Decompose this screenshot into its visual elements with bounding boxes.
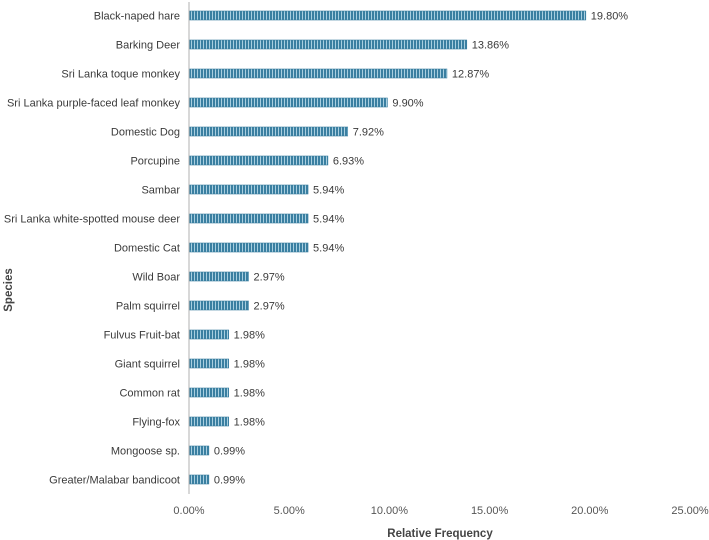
bar (188, 126, 349, 137)
category-label: Giant squirrel (115, 359, 180, 371)
bar (188, 39, 468, 50)
x-tick-label: 20.00% (571, 505, 609, 517)
x-tick-label: 25.00% (671, 505, 709, 517)
value-label: 0.99% (214, 446, 245, 458)
bar (188, 242, 309, 253)
bar (188, 10, 587, 21)
y-axis-title: Species (3, 268, 15, 311)
bar (188, 213, 309, 224)
category-label: Wild Boar (132, 272, 180, 284)
bar (188, 300, 249, 311)
value-label: 13.86% (472, 40, 510, 52)
x-axis-title: Relative Frequency (387, 528, 493, 540)
category-label: Barking Deer (116, 40, 181, 52)
value-label: 0.99% (214, 475, 245, 487)
bar (188, 329, 229, 340)
bar (188, 271, 249, 282)
category-label: Palm squirrel (116, 301, 180, 313)
bar (188, 474, 210, 485)
value-label: 1.98% (234, 417, 265, 429)
bar (188, 68, 448, 79)
bar (188, 184, 309, 195)
x-tick-label: 0.00% (173, 505, 204, 517)
category-label: Mongoose sp. (111, 446, 180, 458)
bar (188, 387, 229, 398)
category-label: Fulvus Fruit-bat (104, 330, 180, 342)
category-label: Sambar (141, 185, 180, 197)
bar (188, 416, 229, 427)
value-label: 6.93% (333, 156, 364, 168)
value-label: 5.94% (313, 214, 344, 226)
value-label: 12.87% (452, 69, 490, 81)
value-label: 5.94% (313, 185, 344, 197)
value-label: 5.94% (313, 243, 344, 255)
value-label: 1.98% (234, 388, 265, 400)
category-label: Porcupine (130, 156, 180, 168)
value-label: 9.90% (392, 98, 423, 110)
category-label: Black-naped hare (94, 11, 180, 23)
x-tick-label: 5.00% (274, 505, 305, 517)
bar (188, 97, 388, 108)
value-label: 2.97% (254, 301, 285, 313)
value-labels: 19.80% 13.86% 12.87% 9.90% 7.92% 6.93% 5.94% 5.… (214, 11, 628, 487)
category-label: Sri Lanka purple-faced leaf monkey (7, 98, 181, 110)
bar (188, 358, 229, 369)
category-label: Flying-fox (132, 417, 180, 429)
x-tick-label: 15.00% (471, 505, 509, 517)
value-label: 7.92% (353, 127, 384, 139)
x-axis-ticks: 0.00% 5.00% 10.00% 15.00% 20.00% 25.00% (173, 505, 708, 517)
bars-group (188, 10, 587, 485)
bar (188, 155, 329, 166)
value-label: 19.80% (591, 11, 629, 23)
category-label: Common rat (119, 388, 180, 400)
value-label: 1.98% (234, 330, 265, 342)
value-label: 1.98% (234, 359, 265, 371)
category-label: Sri Lanka toque monkey (61, 69, 180, 81)
category-labels: Black-naped hare Barking Deer Sri Lanka to… (4, 11, 181, 487)
x-tick-label: 10.00% (371, 505, 409, 517)
category-label: Greater/Malabar bandicoot (49, 475, 180, 487)
value-label: 2.97% (254, 272, 285, 284)
category-label: Sri Lanka white-spotted mouse deer (4, 214, 180, 226)
category-label: Domestic Cat (114, 243, 180, 255)
bar (188, 445, 210, 456)
category-label: Domestic Dog (111, 127, 180, 139)
